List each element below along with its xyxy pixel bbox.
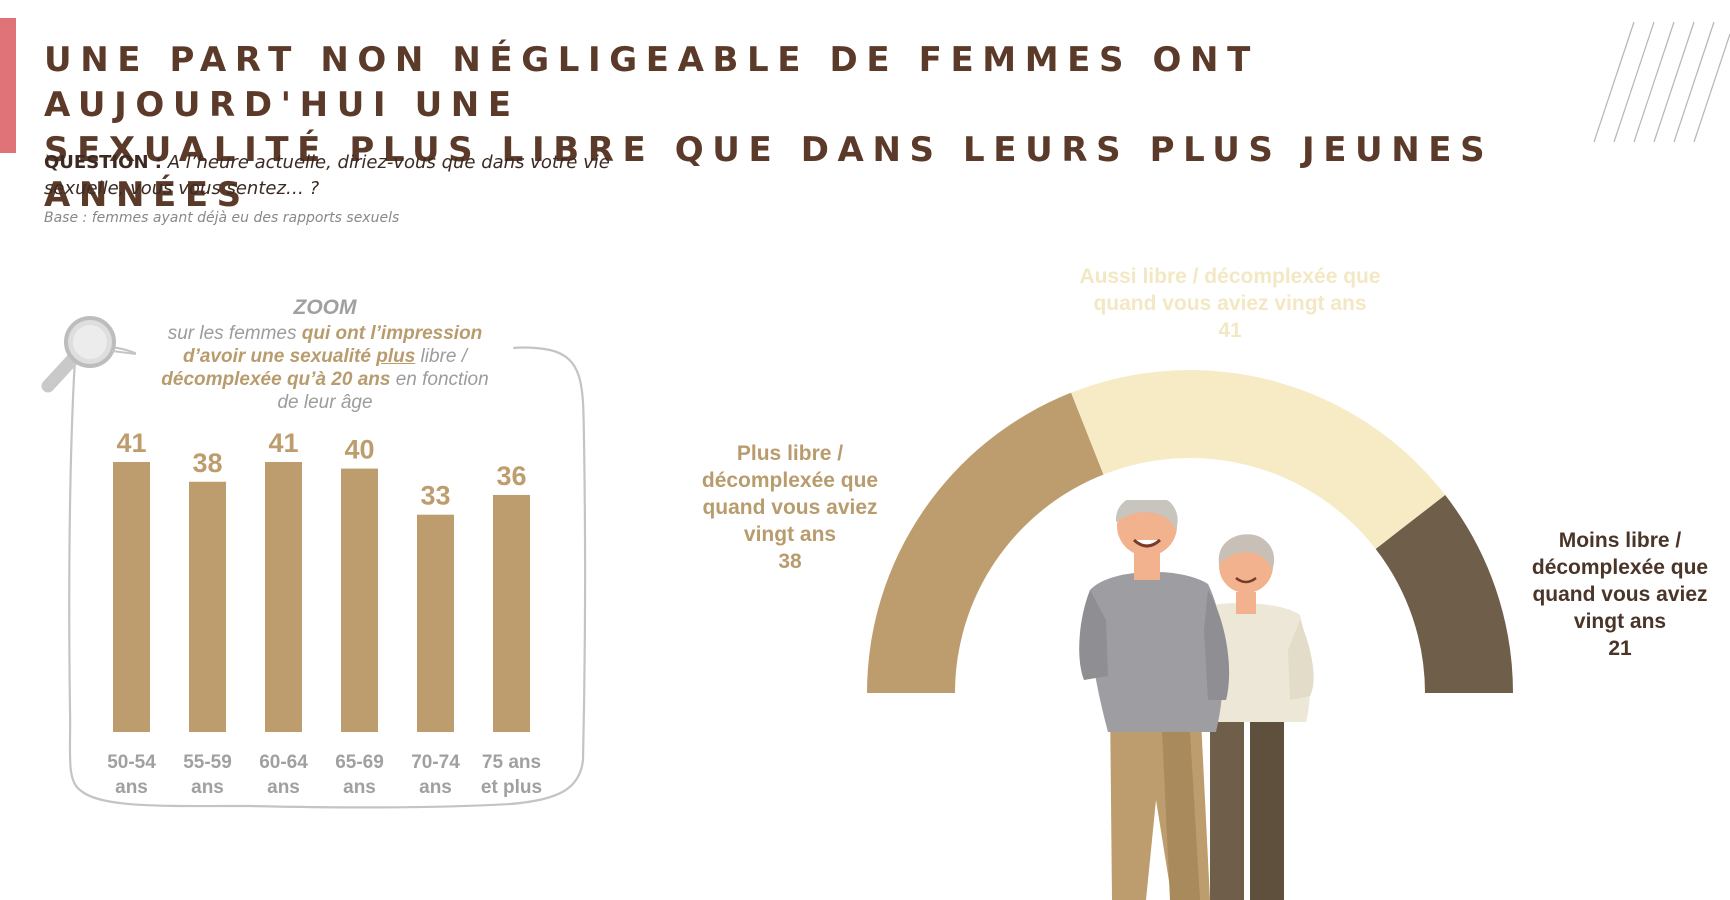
slice-label-same: Aussi libre / décomplexée que quand vous …	[1040, 263, 1420, 344]
bar-0	[113, 462, 150, 732]
bar-category-label-4-0: 70-74	[411, 752, 460, 773]
bar-3	[341, 468, 378, 732]
question-block: QUESTION : A l’heure actuelle, diriez-vo…	[44, 150, 624, 202]
base-note: Base : femmes ayant déjà eu des rapports…	[44, 210, 400, 226]
slice-label-line-more-3: vingt ans	[743, 523, 837, 546]
slice-label-line-more-2: quand vous aviez	[702, 496, 878, 519]
accent-bar	[0, 18, 16, 153]
zoom-description: sur les femmes qui ont l’impression d’av…	[150, 322, 500, 414]
bar-2	[265, 462, 302, 732]
title-line-2: SEXUALITÉ PLUS LIBRE QUE DANS LEURS PLUS…	[44, 130, 1494, 215]
bar-value-4: 33	[420, 481, 450, 511]
bar-category-label-1-1: ans	[191, 777, 224, 798]
slice-label-line-same-1: quand vous aviez vingt ans	[1093, 292, 1367, 315]
bar-category-label-2-0: 60-64	[259, 752, 308, 773]
bar-4	[417, 514, 454, 732]
slice-label-line-less-1: décomplexée que	[1531, 556, 1709, 579]
bar-value-0: 41	[116, 428, 146, 458]
bar-category-label-5-1: et plus	[481, 777, 542, 798]
title-line-1: UNE PART NON NÉGLIGEABLE DE FEMMES ONT A…	[44, 40, 1259, 125]
slice-value-more: 38	[778, 550, 802, 573]
slice-label-more: Plus libre / décomplexée que quand vous av…	[665, 440, 915, 575]
zoom-desc-underlined: plus	[376, 346, 416, 367]
bar-category-label-0-1: ans	[115, 777, 148, 798]
bar-category-label-3-1: ans	[343, 777, 376, 798]
bar-category-label-0-0: 50-54	[107, 752, 156, 773]
man-figure	[1079, 500, 1230, 900]
slice-value-less: 21	[1608, 637, 1632, 660]
zoom-desc-part1: sur les femmes	[167, 323, 302, 344]
slice-value-same: 41	[1218, 319, 1242, 342]
question-text: A l’heure actuelle, diriez-vous que dans…	[44, 152, 610, 199]
bar-value-1: 38	[192, 448, 222, 478]
slice-label-line-more-1: décomplexée que	[701, 469, 879, 492]
zoom-desc-highlight1: qui ont l’impression d’avoir une sexuali…	[182, 323, 483, 367]
magnifier-icon	[41, 316, 137, 393]
age-bar-chart: 41 50-54 ans 38 55-59 ans 41 60-64 ans 40 65-69 ans…	[107, 428, 542, 798]
bar-category-label-1-0: 55-59	[183, 752, 232, 773]
slice-label-line-more-0: Plus libre /	[736, 442, 844, 465]
zoom-title: ZOOM	[293, 296, 357, 319]
bar-value-3: 40	[344, 435, 374, 465]
decorative-lines	[1593, 21, 1730, 143]
couple-illustration	[1079, 500, 1314, 900]
bar-value-5: 36	[496, 461, 526, 491]
bar-category-label-2-1: ans	[267, 777, 300, 798]
slice-less	[1375, 495, 1513, 693]
zoom-desc-part3: en fonction de leur âge	[277, 369, 489, 413]
slice-label-line-less-0: Moins libre /	[1558, 529, 1682, 552]
zoom-frame	[68, 342, 587, 809]
zoom-desc-part2: libre /	[415, 346, 468, 367]
bar-category-label-5-0: 75 ans	[482, 752, 541, 773]
bar-1	[189, 481, 226, 732]
bar-category-label-4-1: ans	[419, 777, 452, 798]
zoom-desc-highlight2: décomplexée qu’à 20 ans	[161, 369, 391, 390]
slice-label-line-less-3: vingt ans	[1573, 610, 1667, 633]
slice-label-line-same-0: Aussi libre / décomplexée que	[1079, 265, 1381, 288]
slice-label-line-less-2: quand vous aviez	[1532, 583, 1708, 606]
bar-value-2: 41	[268, 428, 298, 458]
question-label: QUESTION :	[44, 152, 162, 173]
page-title: UNE PART NON NÉGLIGEABLE DE FEMMES ONT A…	[44, 38, 1574, 218]
slice-label-less: Moins libre / décomplexée que quand vous a…	[1500, 527, 1730, 662]
bar-category-label-3-0: 65-69	[335, 752, 384, 773]
bar-5	[493, 494, 530, 732]
